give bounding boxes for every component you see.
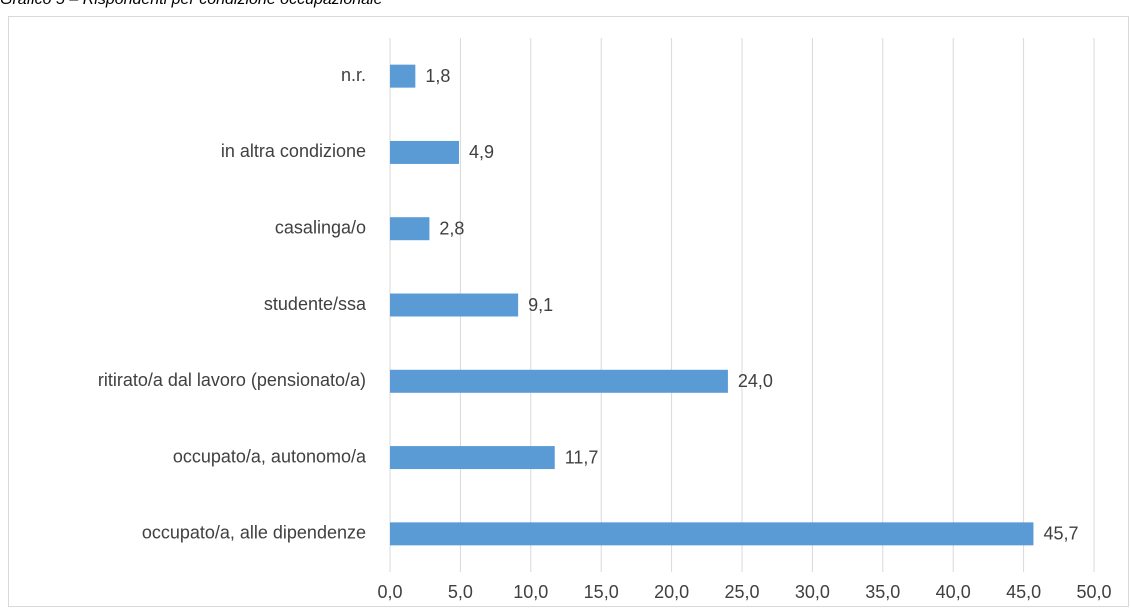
category-label: occupato/a, autonomo/a xyxy=(173,446,367,466)
x-tick-label: 0,0 xyxy=(377,582,402,602)
data-label: 24,0 xyxy=(738,371,773,391)
category-label: studente/ssa xyxy=(264,294,367,314)
x-tick-label: 40,0 xyxy=(936,582,971,602)
category-label: ritirato/a dal lavoro (pensionato/a) xyxy=(98,370,366,390)
data-label: 11,7 xyxy=(565,447,599,467)
category-label: casalinga/o xyxy=(275,217,366,237)
bar xyxy=(390,140,459,164)
data-label: 45,7 xyxy=(1043,524,1078,544)
x-tick-label: 45,0 xyxy=(1006,582,1041,602)
x-tick-label: 35,0 xyxy=(865,582,900,602)
x-tick-label: 50,0 xyxy=(1076,582,1111,602)
bar xyxy=(390,293,519,317)
x-tick-label: 15,0 xyxy=(584,582,619,602)
data-label: 2,8 xyxy=(439,218,464,238)
data-label: 1,8 xyxy=(425,66,450,86)
category-label: in altra condizione xyxy=(221,141,366,161)
bar xyxy=(390,522,1034,546)
bar xyxy=(390,64,416,88)
x-tick-label: 20,0 xyxy=(654,582,689,602)
category-label: n.r. xyxy=(341,65,366,85)
bar xyxy=(390,369,728,393)
x-tick-label: 30,0 xyxy=(795,582,830,602)
data-label: 4,9 xyxy=(469,142,494,162)
x-tick-label: 25,0 xyxy=(724,582,759,602)
chart-caption: Grafico 5 – Rispondenti per condizione o… xyxy=(0,0,382,9)
x-tick-label: 5,0 xyxy=(448,582,473,602)
x-tick-label: 10,0 xyxy=(513,582,548,602)
chart-frame xyxy=(8,16,1129,607)
data-label: 9,1 xyxy=(528,295,553,315)
bar xyxy=(390,217,430,241)
category-label: occupato/a, alle dipendenze xyxy=(142,523,366,543)
bar xyxy=(390,446,555,470)
